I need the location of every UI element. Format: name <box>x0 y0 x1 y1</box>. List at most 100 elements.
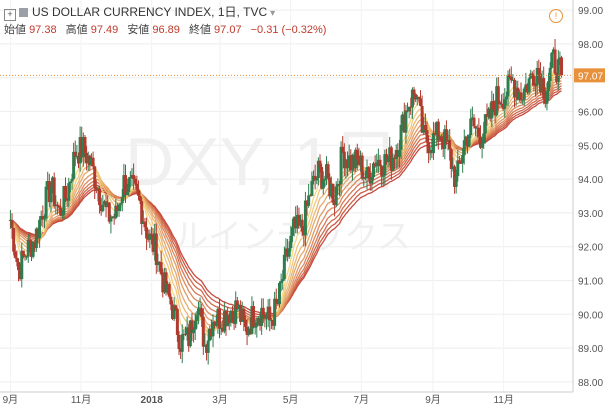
candle-body <box>128 176 132 179</box>
candle-body <box>407 106 411 112</box>
candle-body <box>42 218 46 220</box>
candle-body <box>57 205 61 208</box>
candle-body <box>344 159 348 169</box>
candle-body <box>188 320 192 347</box>
candle-body <box>508 74 512 77</box>
candle-body <box>469 118 473 136</box>
x-tick-label: 5月 <box>283 394 299 406</box>
candle-body <box>28 239 32 242</box>
candle-body <box>461 155 465 164</box>
candle-body <box>410 89 414 108</box>
candle-body <box>185 327 189 335</box>
candle-body <box>303 200 307 236</box>
candle-body <box>140 201 144 224</box>
candle-body <box>172 305 176 319</box>
expand-icon[interactable]: + <box>4 9 16 21</box>
candle-body <box>543 98 547 104</box>
candle-body <box>25 256 29 258</box>
candle-body <box>187 327 191 347</box>
candle-body <box>219 327 223 329</box>
candle-body <box>130 174 134 177</box>
candle-body <box>547 81 551 92</box>
candle-body <box>334 186 338 206</box>
candle-body <box>412 89 416 95</box>
candle-body <box>370 177 374 184</box>
candle-body <box>341 146 345 152</box>
candle-body <box>83 137 87 153</box>
candle-body <box>402 114 406 133</box>
y-tick-label: 96.00 <box>578 108 603 119</box>
info-icon[interactable]: ! <box>549 9 563 23</box>
candle-body <box>117 204 121 212</box>
x-tick-label: 2018 <box>141 395 164 406</box>
candle-body <box>436 121 440 141</box>
candle-body <box>315 178 319 181</box>
candle-body <box>133 178 137 184</box>
candle-body <box>114 205 118 219</box>
candle-body <box>232 312 236 324</box>
candle-body <box>428 150 432 154</box>
x-tick-label: 7月 <box>353 394 369 406</box>
candle-body <box>124 175 128 196</box>
candle-body <box>347 155 351 168</box>
candle-body <box>394 150 398 160</box>
candle-body <box>255 322 259 327</box>
y-tick-label: 89.00 <box>578 344 603 355</box>
candle-body <box>433 133 437 136</box>
candle-body <box>310 180 314 196</box>
candle-body <box>328 177 332 197</box>
collapse-icon[interactable] <box>19 8 28 17</box>
high-label: 高値 <box>65 24 88 36</box>
candle-body <box>449 149 453 170</box>
candle-body <box>365 167 369 179</box>
candle-body <box>360 155 364 179</box>
candle-body <box>503 99 507 109</box>
candle-body <box>248 328 252 334</box>
candle-body <box>132 174 136 179</box>
candle-body <box>529 73 533 79</box>
candle-body <box>138 195 142 202</box>
candle-body <box>375 162 379 167</box>
candle-body <box>441 140 445 149</box>
candle-body <box>555 73 559 82</box>
candle-body <box>313 175 317 181</box>
candle-body <box>295 214 299 229</box>
candle-body <box>537 67 541 74</box>
candle-body <box>483 114 487 134</box>
candle-body <box>120 197 124 204</box>
candle-body <box>346 159 350 168</box>
candle-body <box>34 228 38 248</box>
candle-body <box>221 327 225 332</box>
candle-body <box>404 110 408 133</box>
candle-body <box>235 300 239 309</box>
candle-body <box>372 163 376 178</box>
candle-body <box>111 216 115 219</box>
candle-body <box>517 92 521 100</box>
candle-body <box>323 178 327 181</box>
candle-body <box>388 147 392 159</box>
candle-body <box>397 149 401 157</box>
candle-body <box>107 202 111 222</box>
candle-body <box>386 158 390 163</box>
candle-body <box>180 334 184 352</box>
candle-body <box>38 219 42 239</box>
candle-body <box>271 320 275 326</box>
candle-body <box>102 201 106 205</box>
candle-body <box>490 101 494 119</box>
candle-body <box>145 227 149 239</box>
candle-body <box>196 308 200 316</box>
candle-body <box>49 187 53 203</box>
candle-body <box>466 136 470 147</box>
candle-body <box>265 315 269 319</box>
candle-body <box>333 202 337 206</box>
candle-body <box>292 217 296 228</box>
chevron-down-icon[interactable]: ▾ <box>270 8 276 19</box>
candle-body <box>419 98 423 107</box>
candle-body <box>359 155 363 166</box>
candle-body <box>558 57 562 60</box>
candle-body <box>227 315 231 323</box>
candle-body <box>368 172 372 184</box>
